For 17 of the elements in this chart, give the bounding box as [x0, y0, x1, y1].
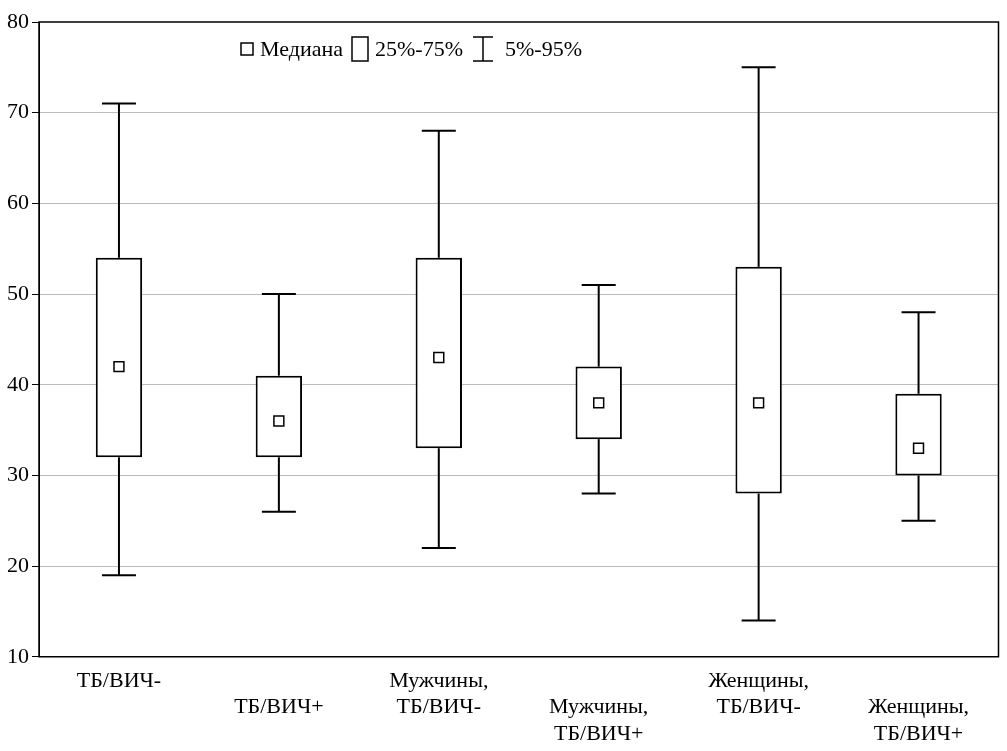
y-tick-label: 10: [7, 642, 29, 668]
x-tick-label: ТБ/ВИЧ+: [234, 693, 324, 719]
y-tick-label: 70: [7, 98, 29, 124]
x-tick-label: Женщины, ТБ/ВИЧ-: [708, 666, 810, 719]
annotation: 5%-95%: [505, 36, 582, 62]
y-tick-label: 60: [7, 189, 29, 215]
y-tick-label: 30: [7, 461, 29, 487]
x-tick-label: Мужчины, ТБ/ВИЧ-: [389, 666, 489, 719]
y-tick-label: 50: [7, 279, 29, 305]
y-tick-label: 40: [7, 370, 29, 396]
annotation: Медиана: [260, 36, 344, 62]
annotation: 25%-75%: [375, 36, 463, 62]
y-tick-label: 80: [7, 7, 29, 33]
x-tick-label: Мужчины, ТБ/ВИЧ+: [549, 693, 649, 745]
x-tick-label: ТБ/ВИЧ-: [76, 666, 162, 692]
x-tick-label: Женщины, ТБ/ВИЧ+: [868, 693, 969, 745]
y-tick-label: 20: [7, 551, 29, 577]
